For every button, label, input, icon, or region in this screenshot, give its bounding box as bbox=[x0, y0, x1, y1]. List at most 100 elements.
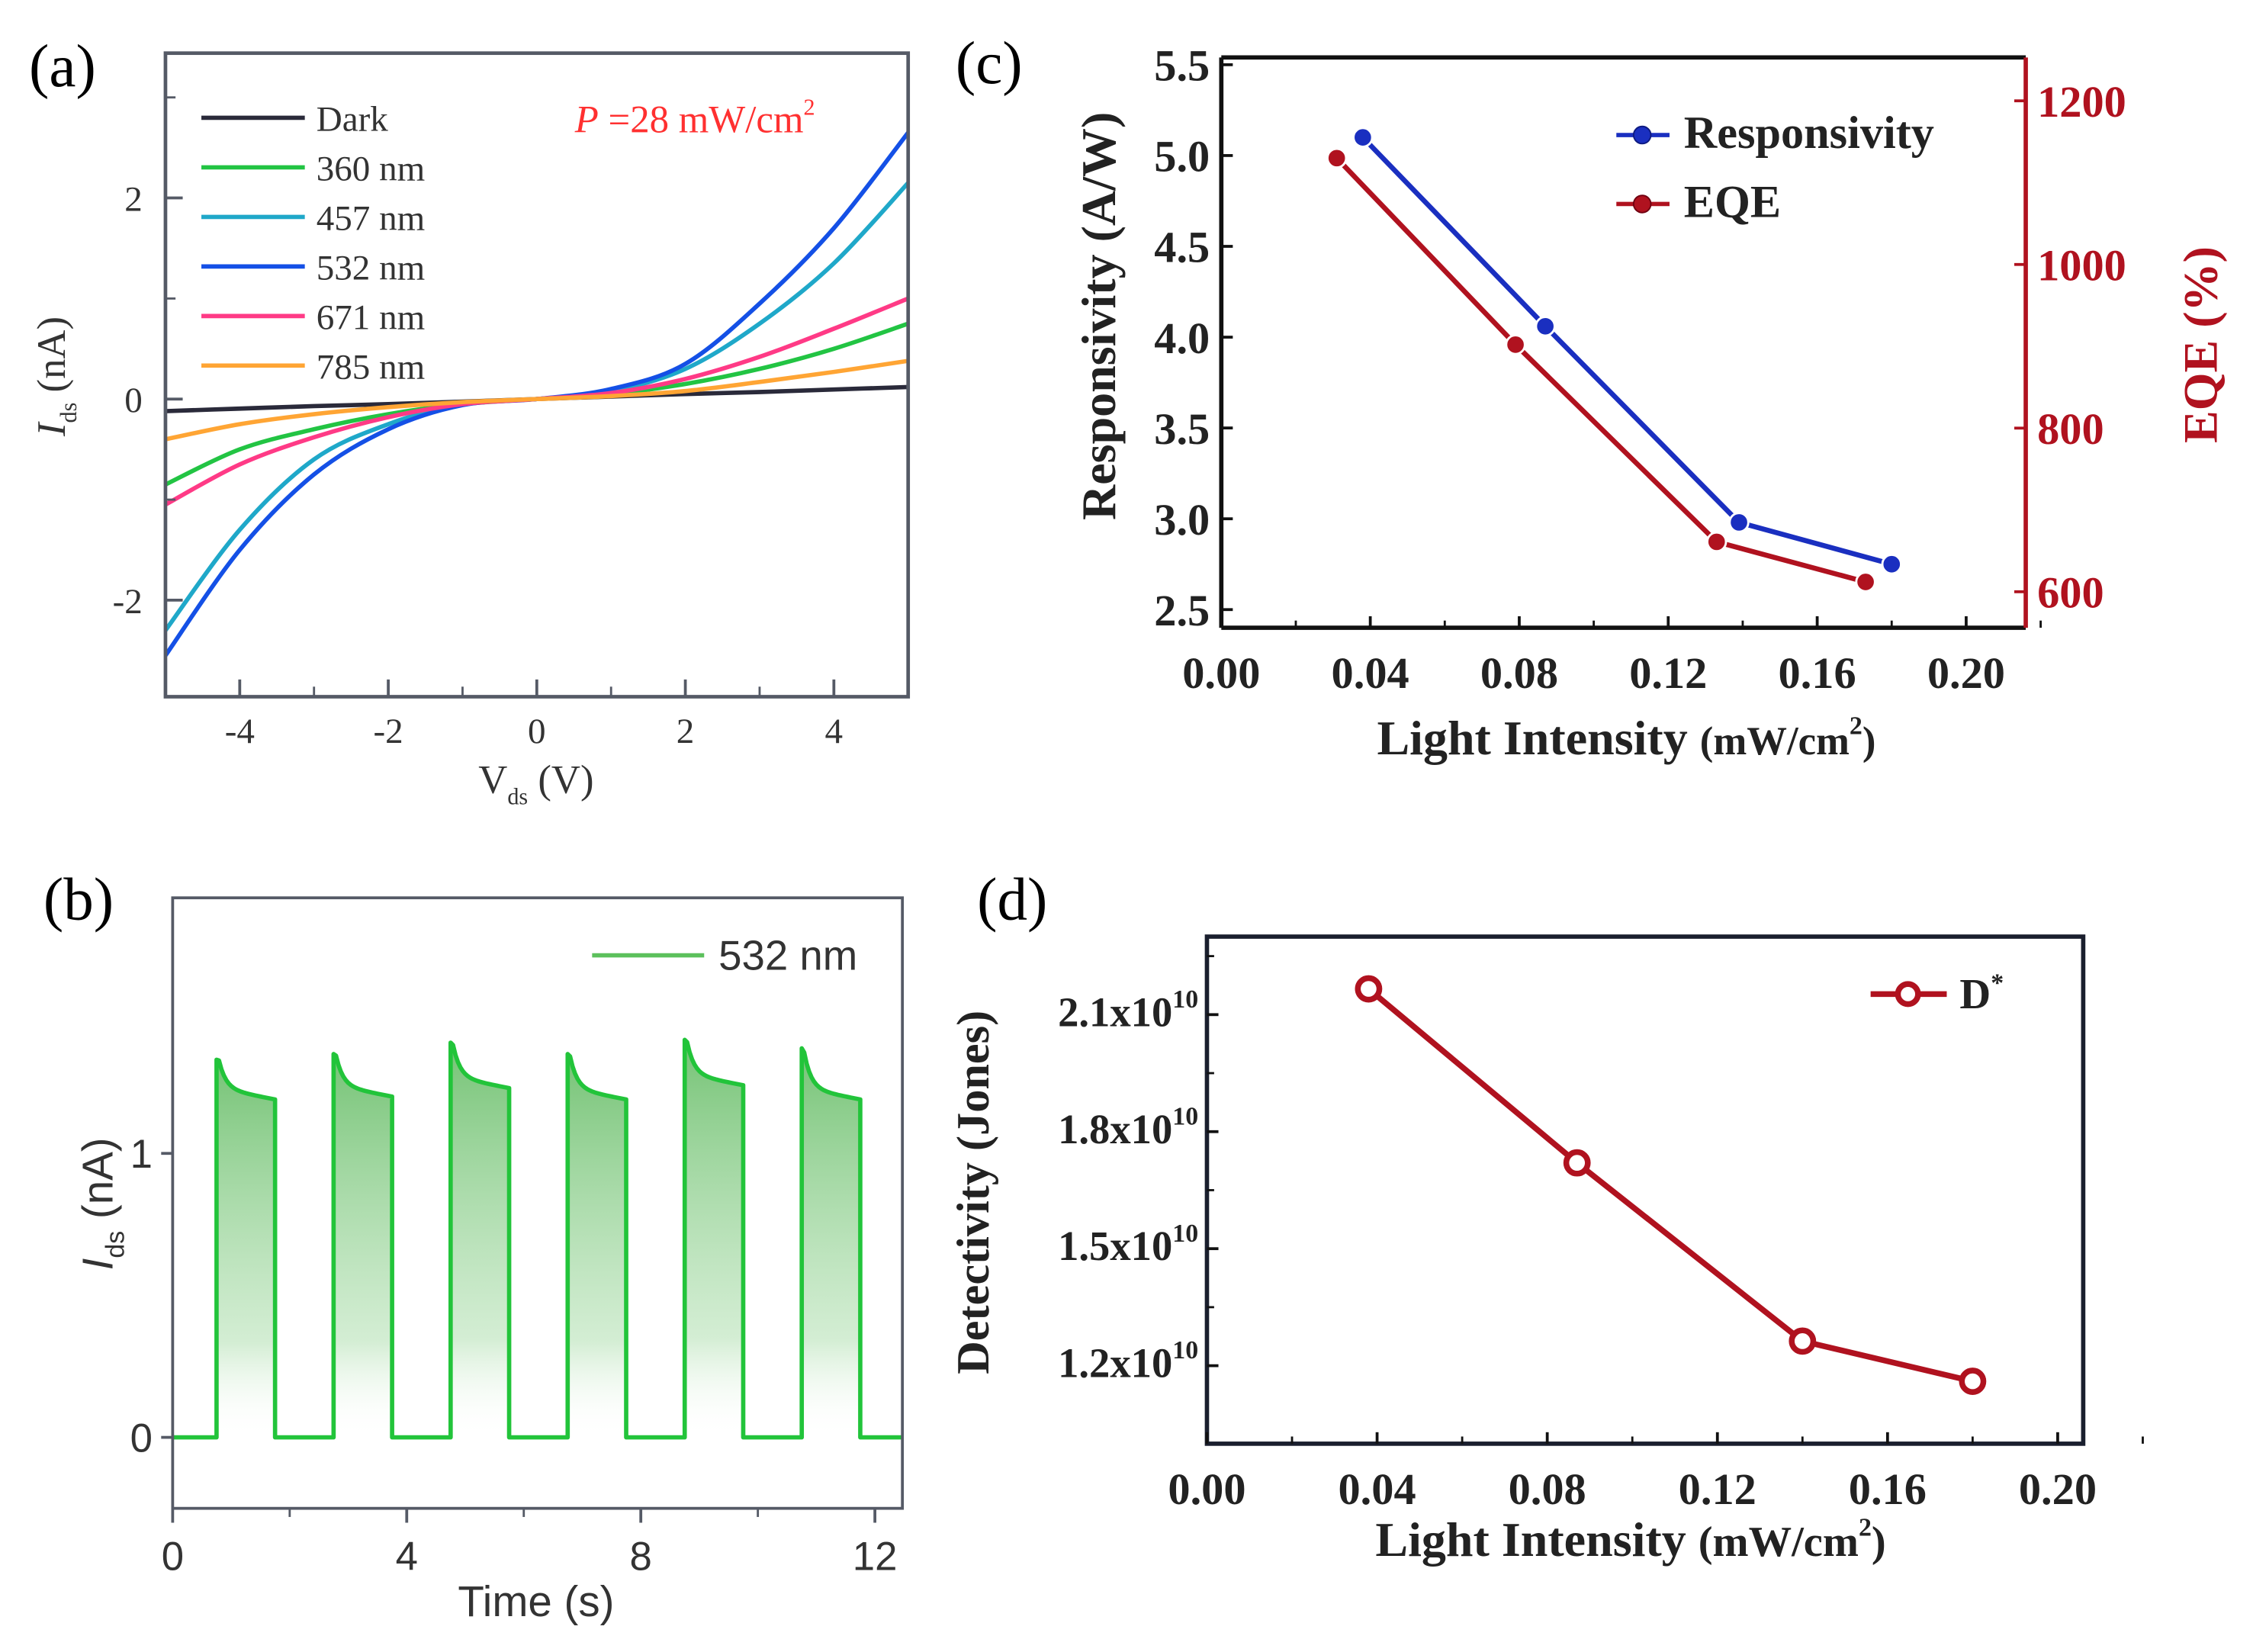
y-tick-label-left: 2.5 bbox=[1154, 586, 1210, 635]
legend: Dark 360 nm 457 nm 532 nm 671 nm 785 nm bbox=[201, 99, 425, 387]
x-tick-label: 0.08 bbox=[1480, 648, 1558, 698]
y-tick-exponent: 10 bbox=[1172, 1102, 1198, 1130]
panel-c-responsivity-eqe: (c) 0.00 0.04 0.08 0.12 0.16 0.20 2.5 3.0 3.5 4.0… bbox=[956, 31, 2228, 765]
x-tick-label: 0 bbox=[162, 1535, 184, 1580]
legend-label: Dark bbox=[317, 99, 389, 139]
y-tick-label-left: 5.0 bbox=[1154, 132, 1210, 182]
x-tick-label: 4 bbox=[396, 1535, 418, 1580]
data-point-eqe bbox=[1505, 334, 1526, 355]
data-point-eqe bbox=[1706, 531, 1728, 553]
x-tick-label: 0.04 bbox=[1338, 1464, 1416, 1514]
y-tick-label-right: 600 bbox=[2037, 568, 2104, 618]
y-tick-exponent: 10 bbox=[1172, 985, 1198, 1014]
data-point-detectivity bbox=[1563, 1149, 1591, 1177]
x-tick-label: 0.16 bbox=[1779, 648, 1856, 698]
x-tick-label: 4 bbox=[825, 712, 844, 751]
plot-area: 0.00 0.04 0.08 0.12 0.16 0.20 2.5 3.0 3.5 4.0 4.5 5… bbox=[1154, 41, 2126, 699]
legend-label-detectivity: D* bbox=[1959, 969, 2004, 1019]
y-tick-label-left: 5.5 bbox=[1154, 41, 1210, 91]
legend-label: 457 nm bbox=[317, 198, 426, 238]
data-point-detectivity bbox=[1355, 975, 1383, 1003]
x-axis-label: Light Intensity (mW/cm2) bbox=[1375, 1512, 1885, 1567]
panel-label-d: (d) bbox=[977, 866, 1047, 933]
y-tick-exponent: 10 bbox=[1172, 1220, 1198, 1248]
panel-b-photoswitching: (b) 0 4 8 12 0 1 532 nm Time (s) Ids (nA) bbox=[43, 866, 905, 1625]
x-tick-label: 0.00 bbox=[1168, 1464, 1245, 1514]
y-tick-label-left: 3.0 bbox=[1154, 495, 1210, 545]
y-axis-label: Ids (nA) bbox=[73, 1137, 130, 1270]
legend-label: 532 nm bbox=[317, 248, 426, 288]
x-axis-label: Light Intensity (mW/cm2) bbox=[1377, 711, 1875, 765]
x-tick-label: 0.04 bbox=[1332, 648, 1409, 698]
plot-area: 0.00 0.04 0.08 0.12 0.16 0.201.2x10101.5x1010… bbox=[1058, 934, 2144, 1514]
data-point-responsivity bbox=[1728, 512, 1750, 533]
series-line-detectivity bbox=[1366, 986, 1974, 1384]
y-tick-exponent: 10 bbox=[1172, 1336, 1198, 1364]
pulse-fill bbox=[802, 1048, 860, 1438]
data-point-detectivity bbox=[1789, 1327, 1817, 1355]
plot-area: 0 4 8 12 0 1 bbox=[130, 896, 905, 1580]
x-tick-label: 0 bbox=[528, 712, 546, 751]
x-tick-label: 0.12 bbox=[1629, 648, 1707, 698]
x-tick-label: 8 bbox=[630, 1535, 652, 1580]
panel-label-b: (b) bbox=[43, 866, 114, 933]
data-point-detectivity bbox=[1959, 1368, 1987, 1395]
power-annotation: P =28 mW/cm2 bbox=[574, 95, 815, 141]
series-line-671nm bbox=[164, 296, 909, 507]
x-axis-label: Vds (V) bbox=[478, 758, 593, 810]
y-tick-label: 0 bbox=[130, 1416, 153, 1461]
legend-label: 360 nm bbox=[317, 149, 426, 188]
y-tick-mantissa: 2.1x10 bbox=[1058, 988, 1172, 1035]
x-tick-label: 0.20 bbox=[2019, 1464, 2097, 1514]
y-tick-label: 1.2x1010 bbox=[1058, 1336, 1198, 1386]
plot-frame bbox=[171, 896, 905, 1510]
y-tick-label: 1 bbox=[130, 1132, 153, 1177]
x-tick-label: 0.16 bbox=[1849, 1464, 1927, 1514]
y-axis-label: Detectivity (Jones) bbox=[948, 1011, 999, 1374]
legend: Responsivity EQE bbox=[1616, 108, 1934, 227]
legend-label-responsivity: Responsivity bbox=[1684, 108, 1934, 159]
x-tick-label: 0.12 bbox=[1679, 1464, 1756, 1514]
series-line-responsivity bbox=[1361, 135, 1893, 567]
panel-label-a: (a) bbox=[29, 34, 96, 100]
pulse-fill bbox=[567, 1053, 627, 1438]
data-point-responsivity bbox=[1352, 127, 1374, 148]
series-line-eqe bbox=[1335, 156, 1866, 585]
x-tick-label: 0.08 bbox=[1509, 1464, 1586, 1514]
legend-label: 785 nm bbox=[317, 347, 426, 387]
x-tick-label: 0.20 bbox=[1927, 648, 2005, 698]
legend-label-eqe: EQE bbox=[1684, 176, 1781, 227]
panel-label-c: (c) bbox=[956, 31, 1023, 97]
y-tick-mantissa: 1.8x10 bbox=[1058, 1106, 1172, 1152]
legend-marker-detectivity bbox=[1895, 981, 1921, 1008]
y-tick-label-left: 4.0 bbox=[1154, 313, 1210, 363]
y-tick-label: 0 bbox=[124, 381, 143, 420]
y-tick-label-left: 4.5 bbox=[1154, 223, 1210, 272]
y-tick-label-right: 1000 bbox=[2037, 240, 2126, 290]
y-tick-label: 2 bbox=[124, 179, 143, 219]
y-tick-mantissa: 1.5x10 bbox=[1058, 1223, 1172, 1269]
y-tick-label: 1.8x1010 bbox=[1058, 1102, 1198, 1152]
panel-d-detectivity: (d) 0.00 0.04 0.08 0.12 0.16 0.20 1.2x1010 1.5x… bbox=[948, 866, 2144, 1567]
legend-marker-responsivity bbox=[1632, 125, 1652, 145]
y-tick-label: 1.5x1010 bbox=[1058, 1220, 1198, 1269]
y-tick-label-left: 3.5 bbox=[1154, 404, 1210, 454]
series-line-360nm bbox=[164, 321, 909, 487]
x-tick-label: 0.00 bbox=[1182, 648, 1260, 698]
legend: 532 nm bbox=[592, 932, 857, 979]
series-line-532nm bbox=[172, 1037, 903, 1440]
x-tick-label: -4 bbox=[225, 712, 255, 751]
y-tick-label: 2.1x1010 bbox=[1058, 985, 1198, 1035]
legend-marker-eqe bbox=[1632, 194, 1652, 214]
y-axis-label-left: Responsivity (A/W) bbox=[1072, 112, 1126, 520]
plot-area: -4 -2 0 2 4 -2 0 2 bbox=[113, 51, 911, 751]
data-point-responsivity bbox=[1881, 554, 1902, 575]
x-axis-label: Time (s) bbox=[458, 1577, 614, 1625]
y-tick-label-right: 800 bbox=[2037, 404, 2104, 454]
pulse-fill bbox=[216, 1059, 275, 1438]
series-line-785nm bbox=[165, 358, 909, 442]
plot-frame bbox=[1204, 934, 2086, 1446]
panel-a-iv-curves: (a) -4 -2 0 2 4 -2 0 2 P =28 mW/cm2 Dark 360 nm 4… bbox=[29, 34, 911, 810]
y-axis-label-right: EQE (%) bbox=[2174, 246, 2228, 443]
